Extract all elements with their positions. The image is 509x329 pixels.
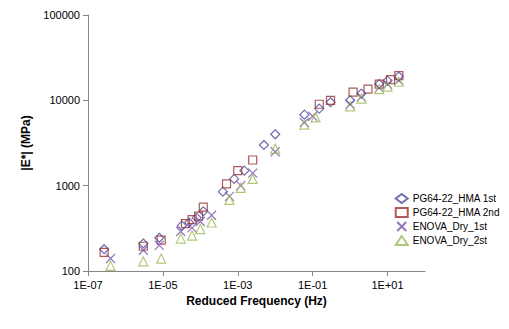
svg-text:PG64-22_HMA 1st: PG64-22_HMA 1st: [413, 193, 497, 204]
svg-text:PG64-22_HMA 2nd: PG64-22_HMA 2nd: [413, 207, 500, 218]
svg-text:ENOVA_Dry_1st: ENOVA_Dry_1st: [413, 221, 488, 232]
svg-text:1E-03: 1E-03: [223, 279, 252, 291]
svg-text:100000: 100000: [43, 9, 80, 21]
svg-text:100: 100: [62, 265, 80, 277]
svg-text:1E-07: 1E-07: [73, 279, 102, 291]
svg-text:1000: 1000: [56, 180, 80, 192]
svg-text:ENOVA_Dry_2st: ENOVA_Dry_2st: [413, 235, 488, 246]
svg-text:1E-01: 1E-01: [298, 279, 327, 291]
svg-text:Reduced Frequency (Hz): Reduced Frequency (Hz): [186, 294, 327, 308]
svg-text:1E+01: 1E+01: [371, 279, 403, 291]
svg-text:10000: 10000: [49, 94, 80, 106]
svg-text:1E-05: 1E-05: [148, 279, 177, 291]
svg-text:|E*| (MPa): |E*| (MPa): [19, 115, 33, 170]
